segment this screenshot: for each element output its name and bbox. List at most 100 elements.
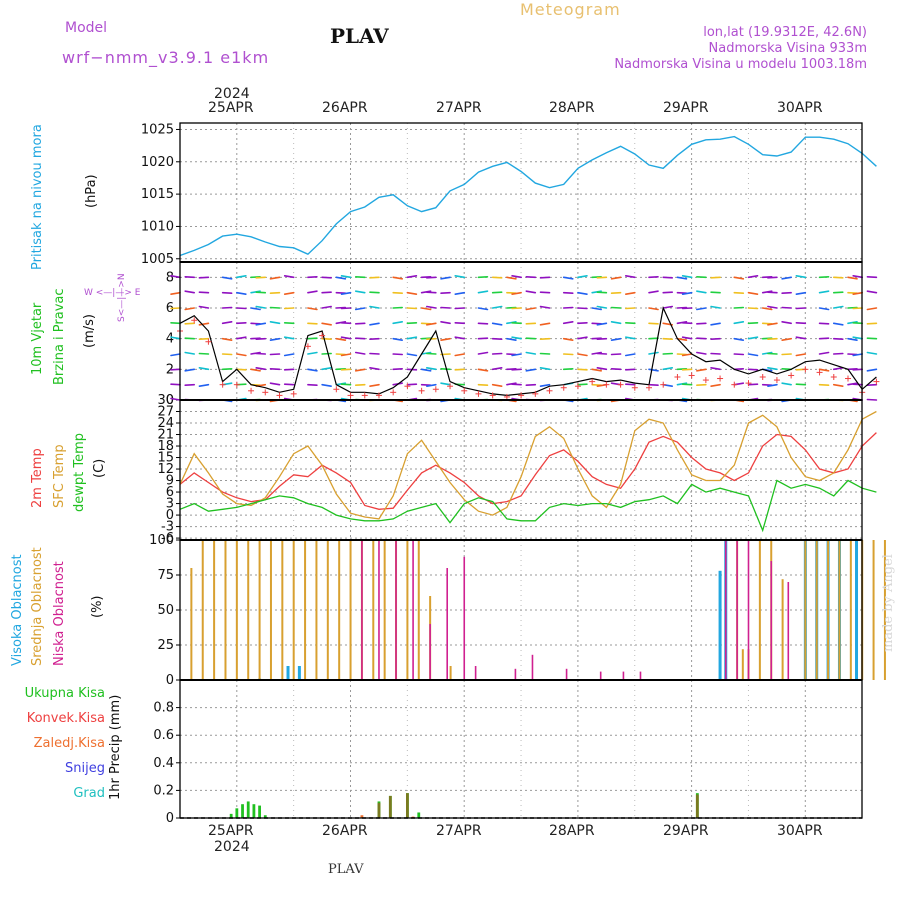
wind-arrow (477, 307, 489, 311)
wind-ylabel-2: Brzina i Pravac (52, 288, 67, 385)
wind-arrow (747, 307, 759, 310)
wind-arrow (596, 337, 608, 340)
wind-arrow (198, 352, 210, 355)
y-tick-label: 3 (166, 497, 174, 512)
year-label-bottom: 2024 (214, 839, 250, 855)
wind-arrow (832, 367, 844, 371)
wind-arrow (335, 337, 347, 341)
wind-arrow (852, 275, 864, 279)
wind-arrow (269, 368, 281, 371)
wind-arrow (321, 337, 332, 340)
date-label-top: 27APR (436, 100, 482, 116)
wind-arrow (866, 398, 878, 401)
model-label: Model (65, 20, 108, 36)
wind-arrow (591, 307, 602, 311)
wind-arrow (307, 290, 318, 294)
wind-arrow (269, 382, 281, 386)
wind-arrow (747, 353, 759, 357)
wind-arrow (525, 290, 537, 294)
wind-arrow (511, 368, 522, 371)
y-tick-label: 2 (166, 362, 174, 377)
wind-arrow (369, 305, 380, 309)
y-tick-label: 15 (157, 451, 174, 466)
wind-arrow (539, 337, 551, 340)
wind-arrow (696, 351, 707, 355)
wind-arrow (477, 322, 489, 325)
y-tick-label: 30 (157, 393, 174, 408)
cloud-bar-mid (781, 579, 784, 680)
wind-arrow (283, 291, 295, 295)
wind-arrow (426, 305, 437, 309)
y-tick-label: -3 (161, 520, 174, 535)
wind-arrow (307, 351, 318, 355)
wind-arrow (340, 307, 352, 310)
wind-arrow (596, 276, 608, 279)
wind-arrow (866, 337, 878, 340)
temp-dewpoint-line (179, 479, 877, 533)
wind-arrow (681, 353, 693, 357)
wind-arrow (525, 351, 537, 355)
cloud-bar-mid (190, 568, 193, 680)
cloud-bar-mid (315, 540, 318, 680)
wind-arrow (525, 368, 537, 372)
precip-bar-conv (695, 794, 699, 818)
y-tick-label: 21 (157, 428, 174, 443)
wind-arrow (761, 307, 773, 311)
wind-arrow (236, 353, 247, 357)
y-tick-label: 1010 (141, 219, 174, 234)
y-tick-label: 0.6 (153, 728, 174, 743)
wind-arrow (747, 383, 759, 386)
precip-legend-frz: Zaledj.Kisa (33, 736, 105, 751)
date-label-top: 30APR (777, 100, 823, 116)
wind-arrow (781, 306, 792, 309)
y-tick-label: 0.4 (153, 756, 174, 771)
wind-arrow (866, 351, 878, 355)
wind-arrow (696, 276, 707, 279)
wind-arrow (420, 368, 432, 372)
cloud-bar-mid (304, 540, 307, 680)
wind-arrow (662, 305, 674, 309)
wind-arrow (795, 275, 807, 279)
wind-arrow (818, 383, 830, 386)
wind-arrow (847, 276, 858, 280)
cloud-bar-high (718, 570, 722, 680)
wind-arrow (283, 307, 295, 310)
wind-arrow (170, 322, 181, 325)
wind-arrow (340, 353, 352, 357)
date-label-bottom: 25APR (208, 823, 254, 839)
wind-arrow (198, 322, 210, 326)
wind-arrow (321, 352, 332, 355)
wind-arrow (426, 276, 437, 279)
wind-arrow (369, 337, 380, 340)
year-label-top: 2024 (214, 86, 250, 102)
cloud-bar-high (297, 666, 301, 680)
cloud-bar-low (474, 666, 477, 680)
wind-arrow (866, 290, 878, 294)
wind-arrow (369, 367, 380, 371)
wind-arrow (610, 321, 622, 325)
wind-arrow (392, 353, 403, 356)
cloud-bar-mid (258, 540, 261, 680)
wind-arrow (648, 276, 659, 279)
wind-arrow (832, 305, 844, 309)
wind-arrow (596, 291, 608, 294)
wind-arrow (818, 290, 830, 294)
wind-arrow (184, 322, 196, 325)
cloud-bar-mid (247, 540, 250, 680)
wind-arrow (866, 383, 878, 386)
wind-arrow (340, 368, 352, 371)
wind-arrow (525, 383, 537, 386)
wind-arrow (426, 322, 437, 326)
wind-arrow (184, 383, 196, 386)
wind-arrow (696, 307, 707, 311)
wind-arrow (440, 306, 451, 309)
wind-arrow (818, 337, 830, 340)
wind-arrow (369, 291, 380, 294)
cloud-bar-mid (235, 540, 238, 680)
y-tick-label: 0 (166, 673, 174, 688)
date-label-top: 29APR (663, 100, 709, 116)
wind-arrow (307, 368, 318, 372)
wind-arrow (832, 352, 844, 355)
precip-bar-total (235, 808, 239, 818)
